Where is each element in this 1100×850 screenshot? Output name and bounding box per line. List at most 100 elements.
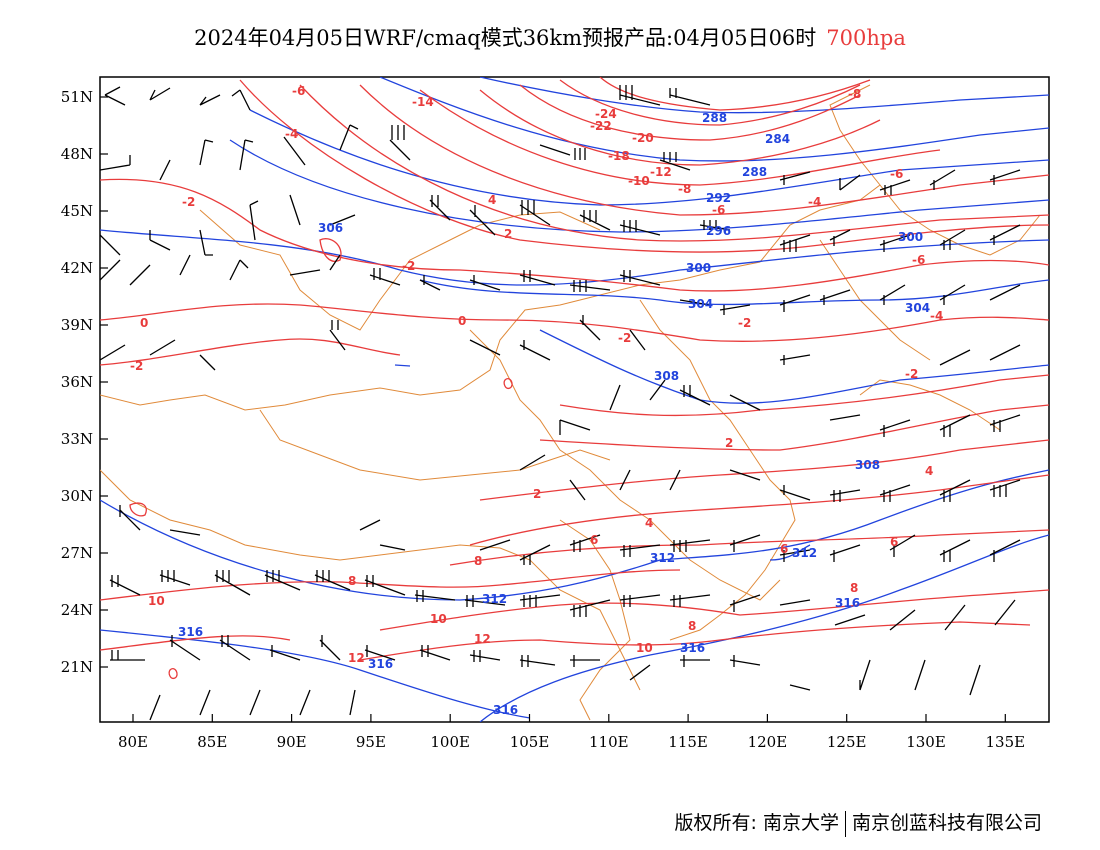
temperature-labels: -6 -4 -14 -24 -22 -20 -18 -10 -12 -8 -6 … — [130, 84, 943, 665]
temp-label: -6 — [912, 253, 925, 267]
height-label: 316 — [835, 596, 860, 610]
lon-tick-label: 105E — [510, 733, 550, 751]
wind-barbs — [100, 85, 1021, 721]
temp-label: -14 — [412, 95, 434, 109]
plot-frame — [99, 76, 1050, 723]
temp-label: 4 — [645, 516, 653, 530]
height-contours — [100, 77, 1049, 722]
height-label: 296 — [706, 224, 731, 238]
height-label: 304 — [905, 301, 930, 315]
lat-tick-label: 24N — [61, 601, 93, 619]
lon-tick-label: 130E — [906, 733, 946, 751]
lon-tick-label: 100E — [430, 733, 470, 751]
temp-label: -2 — [182, 195, 195, 209]
height-label: 300 — [898, 230, 923, 244]
height-label: 288 — [742, 165, 767, 179]
lon-tick-label: 120E — [748, 733, 788, 751]
lon-tick-label: 115E — [668, 733, 708, 751]
lat-tick-label: 42N — [61, 259, 93, 277]
temp-label: -4 — [808, 195, 821, 209]
height-label: 316 — [493, 703, 518, 717]
temp-label: -8 — [678, 182, 691, 196]
height-labels: 288 284 288 292 296 300 300 304 304 308 … — [178, 111, 930, 717]
height-label: 316 — [368, 657, 393, 671]
temp-label: -6 — [292, 84, 305, 98]
temp-label: -2 — [738, 316, 751, 330]
lon-tick-label: 110E — [589, 733, 629, 751]
temp-label: 10 — [636, 641, 653, 655]
temp-label: 2 — [504, 227, 512, 241]
height-label: 288 — [702, 111, 727, 125]
temp-label: -10 — [628, 174, 650, 188]
footer-divider — [844, 810, 846, 837]
longitude-axis: 80E 85E 90E 95E 100E 105E 110E 115E 120E 125E 130E… — [118, 714, 1025, 751]
temp-label: -2 — [402, 259, 415, 273]
lon-tick-label: 90E — [277, 733, 307, 751]
title-main: 2024年04月05日WRF/cmaq模式36km预报产品:04月05日06时 — [194, 26, 817, 50]
temp-label: -12 — [650, 165, 672, 179]
temp-label: -24 — [595, 107, 617, 121]
title-level: 700hpa — [826, 26, 906, 50]
temp-label: 2 — [533, 487, 541, 501]
height-label: 306 — [318, 221, 343, 235]
temp-label: -2 — [618, 331, 631, 345]
temp-label: 4 — [925, 464, 933, 478]
temp-label: 6 — [780, 542, 788, 556]
temp-label: -4 — [930, 309, 943, 323]
temp-label: 4 — [488, 193, 496, 207]
temp-label: 6 — [590, 533, 598, 547]
temp-label: 8 — [688, 619, 696, 633]
temp-label: -22 — [590, 119, 612, 133]
lon-tick-label: 135E — [986, 733, 1026, 751]
lat-tick-label: 27N — [61, 544, 93, 562]
temp-label: -6 — [890, 167, 903, 181]
temp-label: 10 — [430, 612, 447, 626]
height-label: 312 — [482, 592, 507, 606]
lat-tick-label: 39N — [61, 316, 93, 334]
temp-label: 12 — [348, 651, 365, 665]
height-label: 300 — [686, 261, 711, 275]
temp-label: -2 — [130, 359, 143, 373]
lon-tick-label: 85E — [197, 733, 227, 751]
temp-label: -6 — [712, 203, 725, 217]
country-borders — [100, 84, 1041, 721]
temp-label: -4 — [285, 127, 298, 141]
copyright-left: 版权所有: 南京大学 — [674, 812, 839, 834]
temp-label: 0 — [140, 316, 148, 330]
temp-label: 10 — [148, 594, 165, 608]
copyright-footer: 版权所有: 南京大学 南京创蓝科技有限公司 — [675, 808, 1042, 837]
temp-label: 8 — [850, 581, 858, 595]
height-label: 312 — [650, 551, 675, 565]
height-label: 284 — [765, 132, 790, 146]
height-label: 304 — [688, 297, 713, 311]
map-title: 2024年04月05日WRF/cmaq模式36km预报产品:04月05日06时 7… — [0, 22, 1100, 52]
lat-tick-label: 36N — [61, 373, 93, 391]
temp-label: 8 — [348, 574, 356, 588]
temp-label: -8 — [848, 87, 861, 101]
copyright-right: 南京创蓝科技有限公司 — [851, 812, 1042, 834]
lat-tick-label: 45N — [61, 202, 93, 220]
lon-tick-label: 125E — [827, 733, 867, 751]
temp-label: 12 — [474, 632, 491, 646]
lat-tick-label: 48N — [61, 145, 93, 163]
temp-label: 8 — [474, 554, 482, 568]
temp-label: -18 — [608, 149, 630, 163]
height-label: 316 — [680, 641, 705, 655]
temp-label: 0 — [458, 314, 466, 328]
lat-tick-label: 33N — [61, 430, 93, 448]
temp-label: -20 — [632, 131, 654, 145]
temp-label: 2 — [725, 436, 733, 450]
lat-tick-label: 30N — [61, 487, 93, 505]
height-label: 292 — [706, 191, 731, 205]
lat-tick-label: 51N — [61, 88, 93, 106]
lon-tick-label: 80E — [118, 733, 148, 751]
height-label: 308 — [855, 458, 880, 472]
height-label: 312 — [792, 546, 817, 560]
temp-label: 6 — [890, 535, 898, 549]
lat-tick-label: 21N — [61, 658, 93, 676]
lon-tick-label: 95E — [356, 733, 386, 751]
temp-label: -2 — [905, 367, 918, 381]
height-label: 308 — [654, 369, 679, 383]
latitude-axis: 51N 48N 45N 42N 39N 36N 33N 30N 27N 24N 21N — [61, 88, 108, 676]
